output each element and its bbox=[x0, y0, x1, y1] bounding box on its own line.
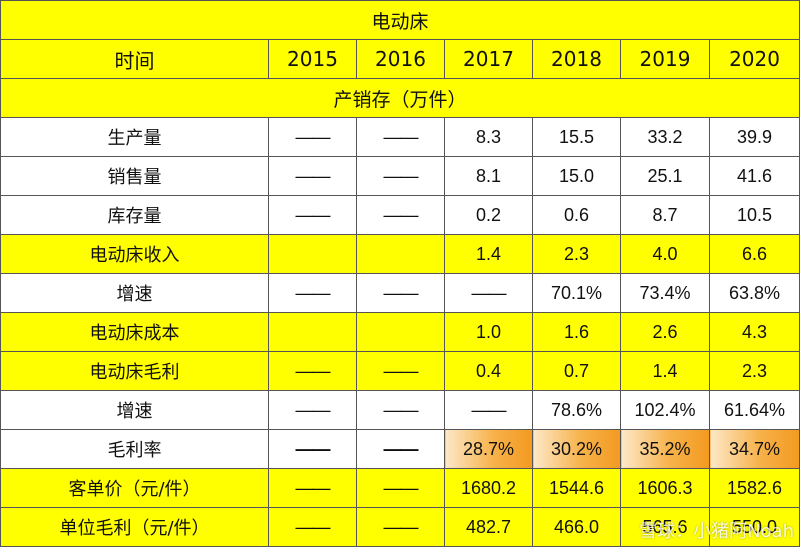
table-cell: 1582.6 bbox=[708, 468, 800, 508]
table-cell bbox=[356, 234, 445, 274]
table-cell: 25.1 bbox=[620, 156, 710, 196]
table-cell: 2.6 bbox=[620, 312, 710, 352]
table-cell: 6.6 bbox=[708, 234, 800, 274]
table-cell: 1.0 bbox=[444, 312, 533, 352]
table-cell: —— bbox=[444, 390, 533, 430]
table-cell: 0.4 bbox=[444, 351, 533, 391]
header-year: 2019 bbox=[620, 39, 710, 79]
table-cell: 15.0 bbox=[532, 156, 621, 196]
table-row: 毛利率 —— —— 28.7% 30.2% 35.2% 34.7% bbox=[0, 429, 800, 469]
table-row: 生产量 —— —— 8.3 15.5 33.2 39.9 bbox=[0, 117, 800, 157]
table-cell: —— bbox=[356, 507, 445, 547]
table-cell: 1.4 bbox=[444, 234, 533, 274]
table-cell: 2.3 bbox=[708, 351, 800, 391]
table-cell: —— bbox=[268, 429, 357, 469]
table-cell: 34.7% bbox=[708, 429, 800, 469]
table-cell: 8.3 bbox=[444, 117, 533, 157]
header-year: 2016 bbox=[356, 39, 445, 79]
table-row: 单位毛利（元/件） —— —— 482.7 466.0 565.6 550.0 bbox=[0, 507, 800, 547]
table-row: 电动床毛利 —— —— 0.4 0.7 1.4 2.3 bbox=[0, 351, 800, 391]
table-row: 电动床收入 1.4 2.3 4.0 6.6 bbox=[0, 234, 800, 274]
header-year: 2018 bbox=[532, 39, 621, 79]
table-cell: —— bbox=[356, 195, 445, 235]
header-year: 2017 bbox=[444, 39, 533, 79]
table-cell: 550.0 bbox=[708, 507, 800, 547]
table-cell: 0.7 bbox=[532, 351, 621, 391]
table-cell: 102.4% bbox=[620, 390, 710, 430]
table-cell: —— bbox=[356, 351, 445, 391]
table-cell: —— bbox=[268, 351, 357, 391]
table-row: 增速 —— —— —— 78.6% 102.4% 61.64% bbox=[0, 390, 800, 430]
table-cell: 61.64% bbox=[708, 390, 800, 430]
table-cell: 35.2% bbox=[620, 429, 710, 469]
header-year: 2020 bbox=[708, 39, 800, 79]
table-cell: 73.4% bbox=[620, 273, 710, 313]
table-cell: 482.7 bbox=[444, 507, 533, 547]
table-cell: 4.0 bbox=[620, 234, 710, 274]
table-cell: —— bbox=[356, 429, 445, 469]
table-cell: —— bbox=[356, 117, 445, 157]
table-cell: 2.3 bbox=[532, 234, 621, 274]
table-cell: —— bbox=[268, 468, 357, 508]
row-label: 电动床成本 bbox=[0, 312, 269, 352]
row-label: 客单价（元/件） bbox=[0, 468, 269, 508]
row-label: 库存量 bbox=[0, 195, 269, 235]
watermark: 雪球：小猪阿Noah bbox=[639, 521, 794, 542]
table-cell: —— bbox=[268, 390, 357, 430]
table-cell: 41.6 bbox=[708, 156, 800, 196]
row-label: 电动床毛利 bbox=[0, 351, 269, 391]
table-cell: 10.5 bbox=[708, 195, 800, 235]
table-cell: 33.2 bbox=[620, 117, 710, 157]
table-cell: 0.2 bbox=[444, 195, 533, 235]
table-row: 增速 —— —— —— 70.1% 73.4% 63.8% bbox=[0, 273, 800, 313]
table-cell: —— bbox=[356, 273, 445, 313]
table-cell: 78.6% bbox=[532, 390, 621, 430]
table-cell bbox=[268, 234, 357, 274]
table-cell: —— bbox=[268, 507, 357, 547]
table-cell: 70.1% bbox=[532, 273, 621, 313]
row-label: 生产量 bbox=[0, 117, 269, 157]
table-cell bbox=[268, 312, 357, 352]
table-cell: 8.7 bbox=[620, 195, 710, 235]
header-year: 2015 bbox=[268, 39, 357, 79]
row-label: 增速 bbox=[0, 390, 269, 430]
row-label: 单位毛利（元/件） bbox=[0, 507, 269, 547]
table-row: 库存量 —— —— 0.2 0.6 8.7 10.5 bbox=[0, 195, 800, 235]
table-row: 客单价（元/件） —— —— 1680.2 1544.6 1606.3 1582… bbox=[0, 468, 800, 508]
table-cell: —— bbox=[268, 195, 357, 235]
table-cell: 1606.3 bbox=[620, 468, 710, 508]
table-cell: 1.4 bbox=[620, 351, 710, 391]
table-cell: 15.5 bbox=[532, 117, 621, 157]
table-cell: 1680.2 bbox=[444, 468, 533, 508]
table-row: 销售量 —— —— 8.1 15.0 25.1 41.6 bbox=[0, 156, 800, 196]
table-cell: 466.0 bbox=[532, 507, 621, 547]
table-cell: —— bbox=[268, 156, 357, 196]
table-cell: 0.6 bbox=[532, 195, 621, 235]
row-label: 增速 bbox=[0, 273, 269, 313]
table-cell: —— bbox=[444, 273, 533, 313]
table-cell: 39.9 bbox=[708, 117, 800, 157]
table-cell: 4.3 bbox=[708, 312, 800, 352]
table-cell bbox=[356, 312, 445, 352]
row-label: 销售量 bbox=[0, 156, 269, 196]
table-cell: 1.6 bbox=[532, 312, 621, 352]
table-cell: —— bbox=[356, 156, 445, 196]
table-cell: 63.8% bbox=[708, 273, 800, 313]
table-row: 电动床成本 1.0 1.6 2.6 4.3 bbox=[0, 312, 800, 352]
table-cell: —— bbox=[268, 117, 357, 157]
row-label: 电动床收入 bbox=[0, 234, 269, 274]
row-label: 毛利率 bbox=[0, 429, 269, 469]
section-label: 产销存（万件） bbox=[0, 78, 800, 118]
table-cell: —— bbox=[356, 468, 445, 508]
table-cell: 8.1 bbox=[444, 156, 533, 196]
table-cell: 1544.6 bbox=[532, 468, 621, 508]
table-title: 电动床 bbox=[0, 0, 800, 40]
table-cell: 565.6 bbox=[620, 507, 710, 547]
table-cell: 28.7% bbox=[444, 429, 533, 469]
table-cell: —— bbox=[356, 390, 445, 430]
table-cell: —— bbox=[268, 273, 357, 313]
header-label: 时间 bbox=[0, 39, 269, 79]
table-cell: 30.2% bbox=[532, 429, 621, 469]
